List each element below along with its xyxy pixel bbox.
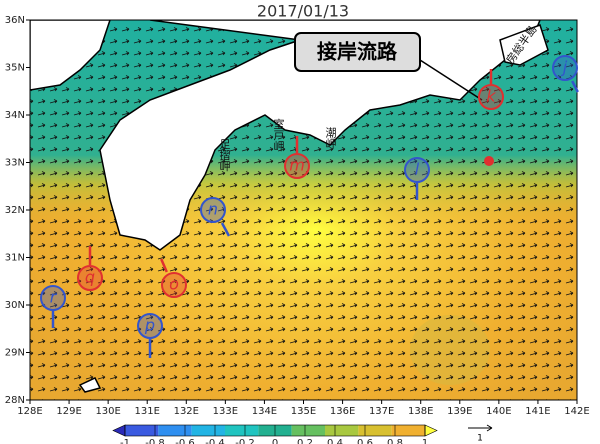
colorbar-tick-label: 0.6: [357, 438, 373, 444]
marker-circle: [40, 285, 66, 311]
lon-tick-label: 137E: [369, 406, 394, 417]
lon-tick-label: 142E: [564, 406, 589, 417]
marker-circle: [404, 157, 430, 183]
marker-label: o: [169, 275, 179, 294]
colorbar-tick-label: 1: [422, 438, 428, 444]
lon-tick-label: 132E: [174, 406, 199, 417]
lon-tick-label: 136E: [330, 406, 355, 417]
vector-scale-arrow: [468, 424, 493, 432]
marker-label: k: [486, 87, 496, 106]
place-label: 潮岬: [324, 126, 337, 150]
lat-tick-label: 33N: [5, 158, 25, 169]
marker-arrow: [160, 258, 168, 273]
lon-tick-label: 134E: [252, 406, 277, 417]
colorbar-swatch: [325, 425, 359, 436]
title: 2017/01/13: [257, 2, 349, 21]
lon-tick-label: 139E: [447, 406, 472, 417]
marker-arrow: [220, 222, 231, 237]
lat-tick-label: 30N: [5, 300, 25, 311]
marker-circle: [161, 272, 187, 298]
colorbar-tick-label: 0.8: [387, 438, 403, 444]
colorbar-swatch: [358, 425, 392, 436]
land-korea: [30, 20, 111, 91]
marker-label: m: [289, 156, 305, 175]
marker-circle: [478, 84, 504, 110]
colorbar-tick-label: -0.6: [175, 438, 195, 444]
lon-tick-label: 129E: [56, 406, 81, 417]
colorbar-swatch: [158, 425, 192, 436]
colorbar-tick-label: -0.2: [235, 438, 255, 444]
colorbar-tick-label: -1: [120, 438, 130, 444]
marker-label: j: [561, 58, 568, 77]
colorbar-tick-label: 0.2: [297, 438, 313, 444]
lon-tick-label: 133E: [213, 406, 238, 417]
lon-tick-label: 131E: [135, 406, 160, 417]
lat-tick-label: 35N: [5, 63, 25, 74]
lat-tick-label: 29N: [5, 348, 25, 359]
lon-tick-label: 128E: [17, 406, 42, 417]
lon-tick-label: 141E: [525, 406, 550, 417]
colorbar-tick-label: -0.4: [205, 438, 225, 444]
lon-tick-label: 140E: [486, 406, 511, 417]
lat-tick-label: 32N: [5, 205, 25, 216]
marker-circle: [137, 313, 163, 339]
lon-tick-label: 138E: [408, 406, 433, 417]
colorbar-low: [112, 424, 126, 437]
marker-label: q: [85, 268, 95, 287]
colorbar-high: [424, 424, 438, 437]
marker-circle: [552, 55, 578, 81]
marker-circle: [284, 153, 310, 179]
marker-label: l: [415, 160, 420, 179]
colorbar-swatch: [191, 425, 225, 436]
lon-tick-label: 135E: [291, 406, 316, 417]
colorbar-tick-label: 0: [272, 438, 278, 444]
colorbar-swatch: [125, 425, 159, 436]
callout-box: [294, 32, 421, 72]
callout-text: 接岸流路: [317, 40, 398, 64]
place-label: 室戸岬: [272, 117, 285, 152]
colorbar-swatch: [291, 425, 325, 436]
lat-tick-label: 31N: [5, 253, 25, 264]
dynamic: 128E 129E 130E 131E 132E 133E 134E 135E 136E 137E…: [5, 15, 590, 444]
marker-circle: [200, 197, 226, 223]
land-boso: [499, 24, 549, 66]
colorbar-swatch: [391, 425, 425, 436]
lat-tick-label: 34N: [5, 110, 25, 121]
land-island: [78, 377, 102, 393]
marker-label: r: [50, 288, 58, 307]
marker-label: n: [208, 200, 218, 219]
marker-dot: [484, 156, 494, 166]
lon-tick-label: 130E: [95, 406, 120, 417]
colorbar-swatch: [225, 425, 259, 436]
lat-tick-label: 28N: [5, 395, 25, 406]
land-japan: [99, 20, 541, 251]
place-label: 足摺岬: [218, 139, 231, 173]
lat-tick-label: 36N: [5, 15, 25, 26]
marker-label: p: [144, 316, 155, 335]
callout-pointer: [419, 59, 483, 101]
colorbar-tick-label: 0.4: [327, 438, 343, 444]
marker-circle: [77, 265, 103, 291]
vector-scale-label: 1: [477, 434, 483, 444]
map-area: [30, 20, 577, 400]
marker-arrow: [571, 80, 579, 93]
colorbar-tick-label: -0.8: [145, 438, 165, 444]
